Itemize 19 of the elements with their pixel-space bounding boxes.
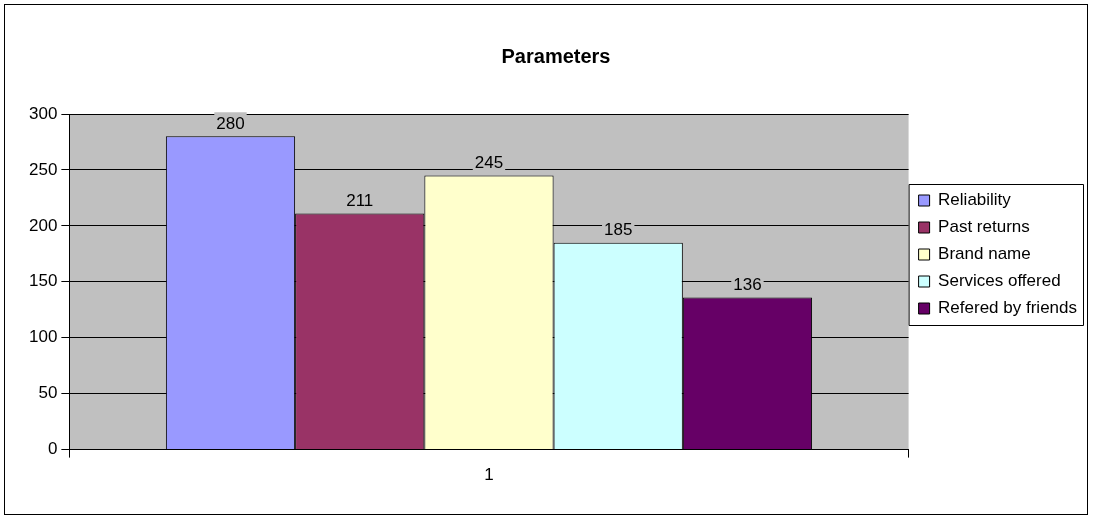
data-label: 245 bbox=[474, 152, 504, 172]
data-label: 280 bbox=[216, 113, 245, 133]
legend-label: Refered by friends bbox=[938, 298, 1077, 318]
y-tick-label: 100 bbox=[28, 327, 58, 347]
y-tick-label: 0 bbox=[47, 439, 58, 459]
y-tick-label: 250 bbox=[28, 159, 58, 179]
data-label: 211 bbox=[346, 190, 374, 210]
x-tick-label: 1 bbox=[484, 465, 494, 485]
legend-label: Reliability bbox=[938, 190, 1012, 210]
y-tick-label: 200 bbox=[28, 215, 58, 235]
legend-label: Past returns bbox=[938, 217, 1030, 237]
chart-title: Parameters bbox=[501, 44, 611, 67]
legend-label: Services offered bbox=[938, 271, 1061, 291]
legend-label: Brand name bbox=[938, 244, 1031, 264]
y-tick-label: 300 bbox=[28, 103, 58, 123]
y-tick-label: 50 bbox=[38, 383, 58, 403]
data-label: 136 bbox=[733, 274, 762, 294]
data-label: 185 bbox=[604, 219, 633, 239]
y-tick-label: 150 bbox=[28, 271, 58, 291]
